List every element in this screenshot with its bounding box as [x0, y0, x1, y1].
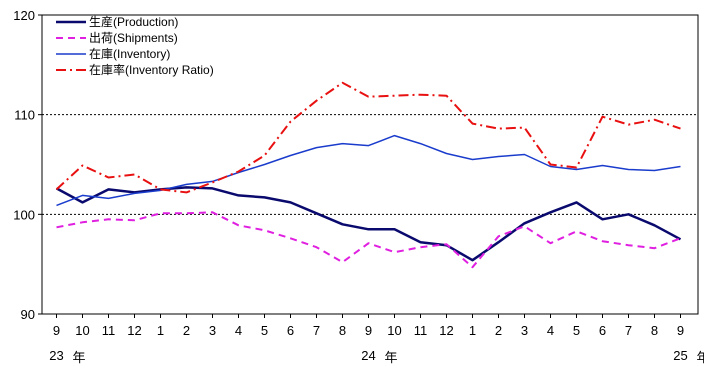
x-tick-label: 7	[313, 323, 320, 338]
x-tick-label: 7	[625, 323, 632, 338]
x-tick-label: 9	[365, 323, 372, 338]
y-tick-label: 120	[13, 8, 35, 23]
x-tick-label: 2	[183, 323, 190, 338]
year-label: 23	[49, 348, 63, 363]
x-tick-label: 6	[287, 323, 294, 338]
year-suffix: 年	[73, 350, 86, 365]
x-tick-label: 11	[102, 323, 116, 338]
x-tick-label: 1	[157, 323, 164, 338]
x-tick-label: 4	[547, 323, 554, 338]
x-tick-label: 9	[677, 323, 684, 338]
x-tick-label: 1	[469, 323, 476, 338]
year-suffix: 年	[697, 350, 704, 365]
x-tick-label: 8	[339, 323, 346, 338]
legend-label-3: 在庫率(Inventory Ratio)	[89, 62, 214, 77]
year-label: 24	[361, 348, 375, 363]
legend-label-0: 生産(Production)	[89, 14, 178, 29]
x-tick-label: 6	[599, 323, 606, 338]
x-tick-label: 5	[573, 323, 580, 338]
x-tick-label: 3	[521, 323, 528, 338]
x-tick-label: 8	[651, 323, 658, 338]
x-tick-label: 5	[261, 323, 268, 338]
y-tick-label: 110	[14, 108, 35, 123]
x-tick-label: 4	[235, 323, 242, 338]
x-tick-label: 10	[75, 323, 89, 338]
x-tick-label: 3	[209, 323, 216, 338]
year-label: 25	[673, 348, 687, 363]
x-tick-label: 9	[53, 323, 60, 338]
y-axis-ticks: 90 100 110 120	[13, 8, 42, 322]
legend-label-2: 在庫(Inventory)	[89, 47, 170, 61]
x-tick-label: 12	[439, 323, 453, 338]
y-tick-label: 90	[21, 307, 35, 322]
x-tick-label: 2	[495, 323, 502, 338]
x-tick-label: 12	[127, 323, 141, 338]
legend-label-1: 出荷(Shipments)	[89, 31, 178, 45]
x-tick-label: 11	[414, 323, 428, 338]
y-tick-label: 100	[13, 207, 35, 222]
year-suffix: 年	[385, 350, 398, 365]
x-tick-label: 10	[387, 323, 401, 338]
